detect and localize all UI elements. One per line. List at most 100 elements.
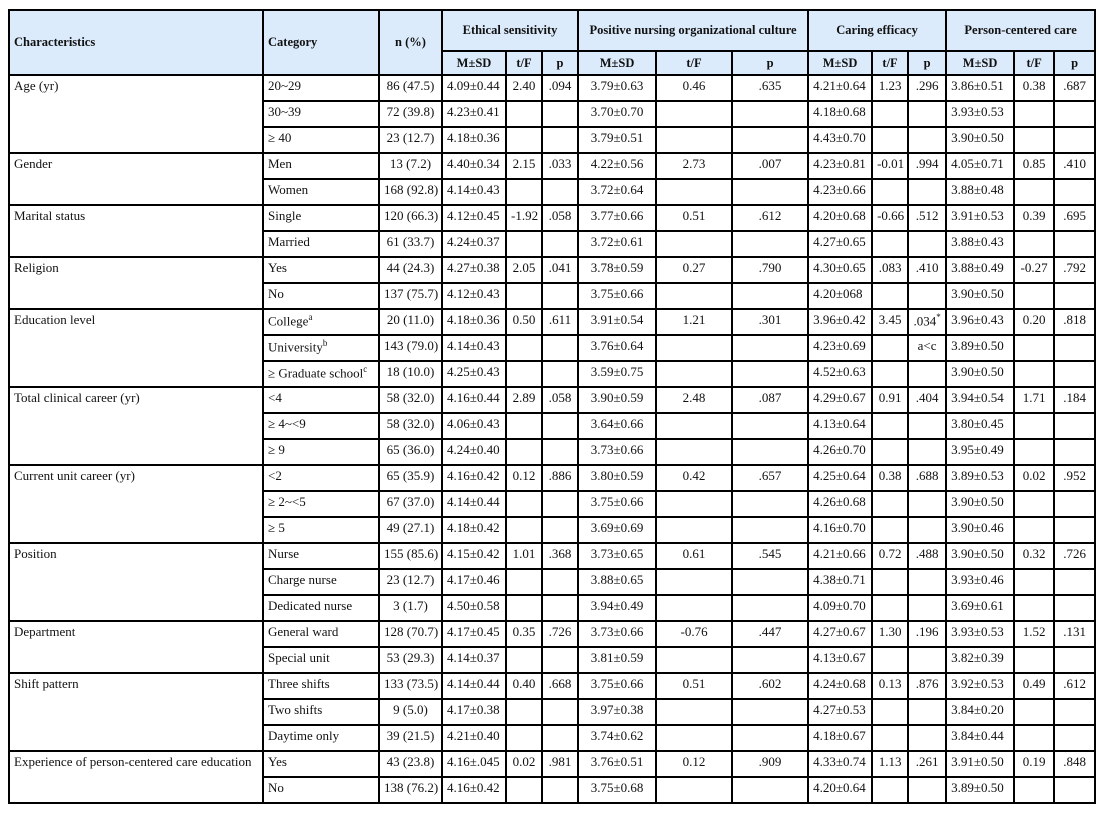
ce-msd-value: 4.26±0.70 [813,442,866,457]
table-row: Married 61 (33.7) 4.24±0.37 3.72±0.61 4.27±0… [9,230,1097,258]
category-label: Yes [268,260,287,275]
ce-tf-cell: -0.66 [871,204,910,232]
table-header: Characteristics Category n (%) Ethical s… [8,9,1097,76]
pcc-p-cell: .695 [1053,204,1097,232]
es-p-cell [540,360,580,388]
es-p-cell [540,698,580,726]
ce-p-cell: a<c [907,334,948,362]
culture-msd-value: 3.70±0.70 [590,104,644,119]
pcc-msd-value: 4.05±0.71 [951,156,1004,171]
ce-tf-value: 1.30 [878,624,902,639]
es-p-cell [540,438,580,466]
table-row: Women 168 (92.8) 4.14±0.43 3.72±0.64 4.23±0.… [9,178,1097,206]
culture-msd-cell: 3.75±0.66 [577,490,658,518]
characteristic-label: Religion [8,256,264,310]
es-tf-cell [505,230,543,258]
culture-tf-cell [655,178,734,206]
es-msd-value: 4.14±0.43 [447,338,500,353]
table-row: Education level Collegea 20 (11.0) 4.18±0.3… [8,308,1097,388]
pcc-msd-cell: 4.05±0.71 [945,152,1016,180]
n-percent-cell: 65 (36.0) [378,438,443,466]
culture-p-value: .612 [758,208,782,223]
culture-msd-value: 3.72±0.61 [590,234,644,249]
culture-p-cell [731,646,810,674]
culture-p-cell [731,438,810,466]
ce-p-cell: .034* [907,308,948,336]
category-cell: Nurse [262,542,380,570]
es-tf-cell [505,126,543,154]
ce-tf-cell: 0.91 [871,386,910,414]
es-tf-cell: 0.02 [505,750,543,778]
ce-msd-value: 4.23±0.69 [813,338,866,353]
es-p-cell [540,126,580,154]
n-percent-cell: 155 (85.6) [378,542,443,570]
es-p-cell: .981 [540,750,580,778]
category-label: <2 [268,468,282,483]
pcc-msd-value: 3.90±0.46 [951,520,1004,535]
es-tf-value: 0.35 [512,624,536,639]
pcc-tf-cell [1013,282,1056,310]
culture-msd-cell: 3.81±0.59 [577,646,658,674]
culture-tf-cell: 0.51 [655,204,734,232]
culture-tf-value: 0.61 [682,546,706,561]
n-percent-cell: 128 (70.7) [378,620,443,648]
table-row: Special unit 53 (29.3) 4.14±0.37 3.81±0.59 4… [9,646,1097,674]
culture-msd-cell: 3.76±0.51 [577,750,658,778]
culture-p-cell: .612 [731,204,810,232]
es-p-cell [540,646,580,674]
es-p-cell: .368 [540,542,580,570]
es-tf-cell [505,568,543,596]
ce-msd-value: 4.13±0.64 [813,416,866,431]
ce-p-cell [907,724,948,752]
category-cell: General ward [262,620,380,648]
ce-p-value: .261 [915,754,939,769]
pcc-msd-value: 3.92±0.53 [951,676,1004,691]
es-msd-value: 4.16±0.42 [447,468,500,483]
category-label: Men [268,156,292,171]
pcc-msd-cell: 3.69±0.61 [945,594,1016,622]
culture-msd-cell: 3.72±0.64 [577,178,658,206]
ce-tf-cell [871,594,910,622]
pcc-p-cell: .131 [1053,620,1097,648]
culture-tf-cell: 2.73 [655,152,734,180]
es-p-value: .041 [548,260,572,275]
pcc-msd-cell: 3.90±0.50 [945,126,1016,154]
culture-tf-cell [655,516,734,544]
header-caring-efficacy: Caring efficacy [807,9,948,52]
es-tf-value: 2.89 [512,390,536,405]
category-cell: Single [262,204,380,232]
ce-msd-cell: 4.52±0.63 [807,360,874,388]
category-footnote-mark: a [308,312,313,322]
n-percent-cell: 143 (79.0) [378,334,443,362]
ce-msd-cell: 4.23±0.69 [807,334,874,362]
es-tf-value: 0.50 [512,312,536,327]
culture-p-value: .909 [758,754,782,769]
es-p-cell: .611 [540,308,580,336]
ce-tf-cell: 0.72 [871,542,910,570]
pcc-p-cell: .410 [1053,152,1097,180]
category-label: Yes [268,754,287,769]
table-row: Current unit career (yr) <2 65 (35.9) 4.16±… [8,464,1097,544]
es-msd-cell: 4.50±0.58 [441,594,507,622]
ce-tf-cell [871,568,910,596]
category-label: Single [268,208,302,223]
subheader-tf: t/F [1013,50,1056,76]
ce-tf-cell [871,646,910,674]
ce-msd-cell: 4.18±0.67 [807,724,874,752]
ce-p-cell: .404 [907,386,948,414]
table-row: Marital status Single 120 (66.3) 4.12±0.45-… [8,204,1097,258]
header-n: n (%) [378,9,443,76]
table-row: No 137 (75.7) 4.12±0.43 3.75±0.66 4.20±068 3.… [9,282,1097,310]
es-msd-value: 4.14±0.44 [447,676,500,691]
ce-p-value: a<c [917,338,937,353]
ce-p-cell: .261 [907,750,948,778]
culture-p-cell: .635 [731,74,810,102]
es-tf-cell [505,594,543,622]
pcc-p-value: .687 [1063,78,1086,93]
culture-tf-cell [655,334,734,362]
ce-msd-value: 4.25±0.64 [813,468,866,483]
pcc-tf-cell [1013,438,1056,466]
pcc-tf-cell [1013,776,1056,804]
ce-msd-value: 4.29±0.67 [813,390,866,405]
culture-msd-cell: 3.91±0.54 [577,308,658,336]
